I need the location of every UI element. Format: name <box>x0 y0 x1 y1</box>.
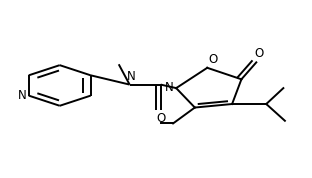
Text: N: N <box>17 89 26 102</box>
Text: O: O <box>156 112 165 125</box>
Text: N: N <box>165 81 174 94</box>
Text: O: O <box>209 53 218 66</box>
Text: O: O <box>254 47 263 60</box>
Text: N: N <box>127 70 135 83</box>
